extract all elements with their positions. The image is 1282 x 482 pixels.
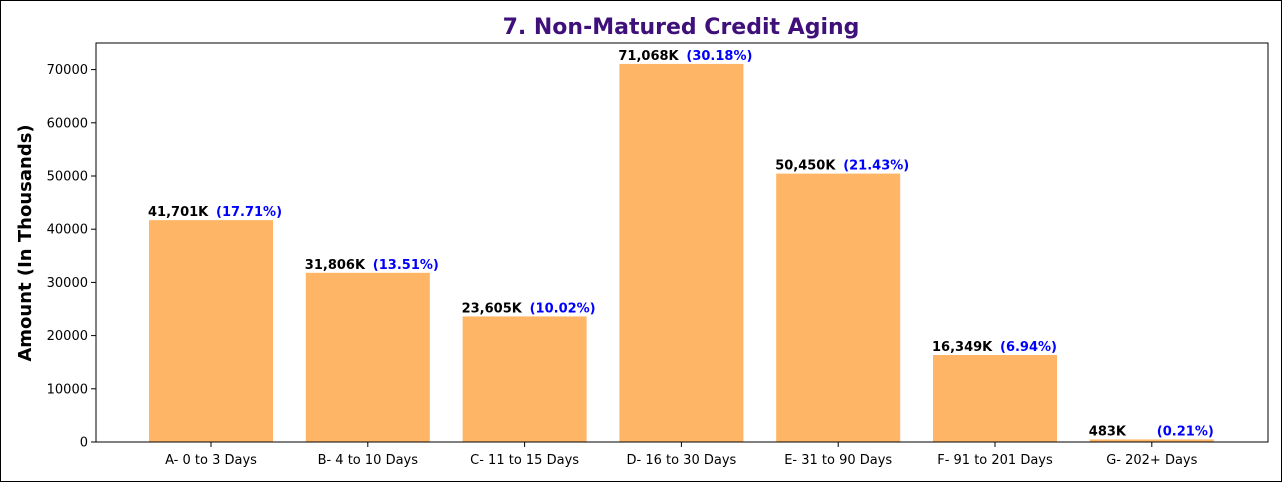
percent-label-5: (6.94%) — [1000, 340, 1057, 355]
value-label-4: 50,450K — [775, 159, 836, 174]
percent-label-6: (0.21%) — [1157, 424, 1214, 439]
plot-area: 0 10000 20000 30000 40000 50000 60000 70000 A- 0… — [47, 42, 1269, 468]
x-tick-label-1: B- 4 to 10 Days — [318, 453, 419, 468]
chart-title: 7. Non-Matured Credit Aging — [503, 15, 860, 40]
y-tick-label-7: 70000 — [47, 63, 88, 78]
value-label-3: 71,068K — [618, 49, 679, 64]
value-label-6: 483K — [1089, 424, 1127, 439]
x-tick-label-5: F- 91 to 201 Days — [937, 453, 1053, 468]
y-tick-label-2: 20000 — [47, 329, 88, 344]
bar-6 — [1089, 439, 1214, 442]
percent-label-0: (17.71%) — [216, 205, 282, 220]
bar-0 — [149, 220, 273, 442]
value-label-0: 41,701K — [148, 205, 209, 220]
y-tick-label-6: 60000 — [47, 116, 88, 131]
y-tick-label-3: 30000 — [47, 276, 88, 291]
percent-label-2: (10.02%) — [530, 301, 596, 316]
percent-label-4: (21.43%) — [843, 159, 909, 174]
y-axis-label: Amount (In Thousands) — [15, 124, 36, 361]
value-label-5: 16,349K — [932, 340, 993, 355]
y-tick-label-4: 40000 — [47, 223, 88, 238]
value-label-1: 31,806K — [305, 258, 366, 273]
x-tick-label-6: G- 202+ Days — [1106, 453, 1197, 468]
bar-2 — [462, 316, 587, 442]
plot-frame — [95, 42, 1269, 443]
percent-label-3: (30.18%) — [686, 49, 752, 64]
x-tick-label-2: C- 11 to 15 Days — [470, 453, 579, 468]
bar-3 — [619, 63, 744, 442]
x-tick-label-0: A- 0 to 3 Days — [165, 453, 257, 468]
y-tick-label-0: 0 — [80, 436, 88, 451]
bar-4 — [776, 173, 901, 442]
percent-label-1: (13.51%) — [373, 258, 439, 273]
y-tick-label-1: 10000 — [47, 382, 88, 397]
value-label-2: 23,605K — [462, 301, 523, 316]
bar-5 — [933, 355, 1057, 442]
x-tick-label-4: E- 31 to 90 Days — [784, 453, 892, 468]
x-tick-label-3: D- 16 to 30 Days — [626, 453, 736, 468]
y-tick-label-5: 50000 — [47, 170, 88, 185]
bar-1 — [305, 272, 430, 442]
